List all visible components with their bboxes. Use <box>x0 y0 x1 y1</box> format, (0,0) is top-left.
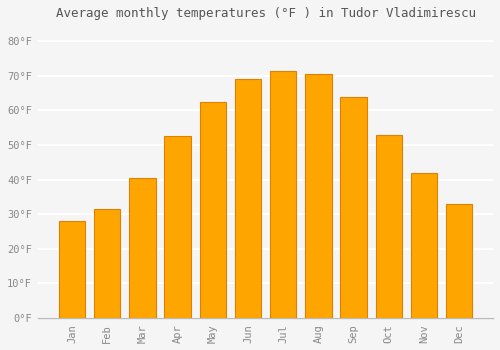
Bar <box>164 136 191 318</box>
Bar <box>411 173 437 318</box>
Bar <box>270 71 296 318</box>
Bar <box>235 79 261 318</box>
Bar <box>305 74 332 318</box>
Bar <box>130 178 156 318</box>
Bar <box>94 209 120 318</box>
Bar <box>446 204 472 318</box>
Title: Average monthly temperatures (°F ) in Tudor Vladimirescu: Average monthly temperatures (°F ) in Tu… <box>56 7 476 20</box>
Bar <box>200 102 226 318</box>
Bar <box>59 221 86 318</box>
Bar <box>340 97 367 318</box>
Bar <box>376 135 402 318</box>
